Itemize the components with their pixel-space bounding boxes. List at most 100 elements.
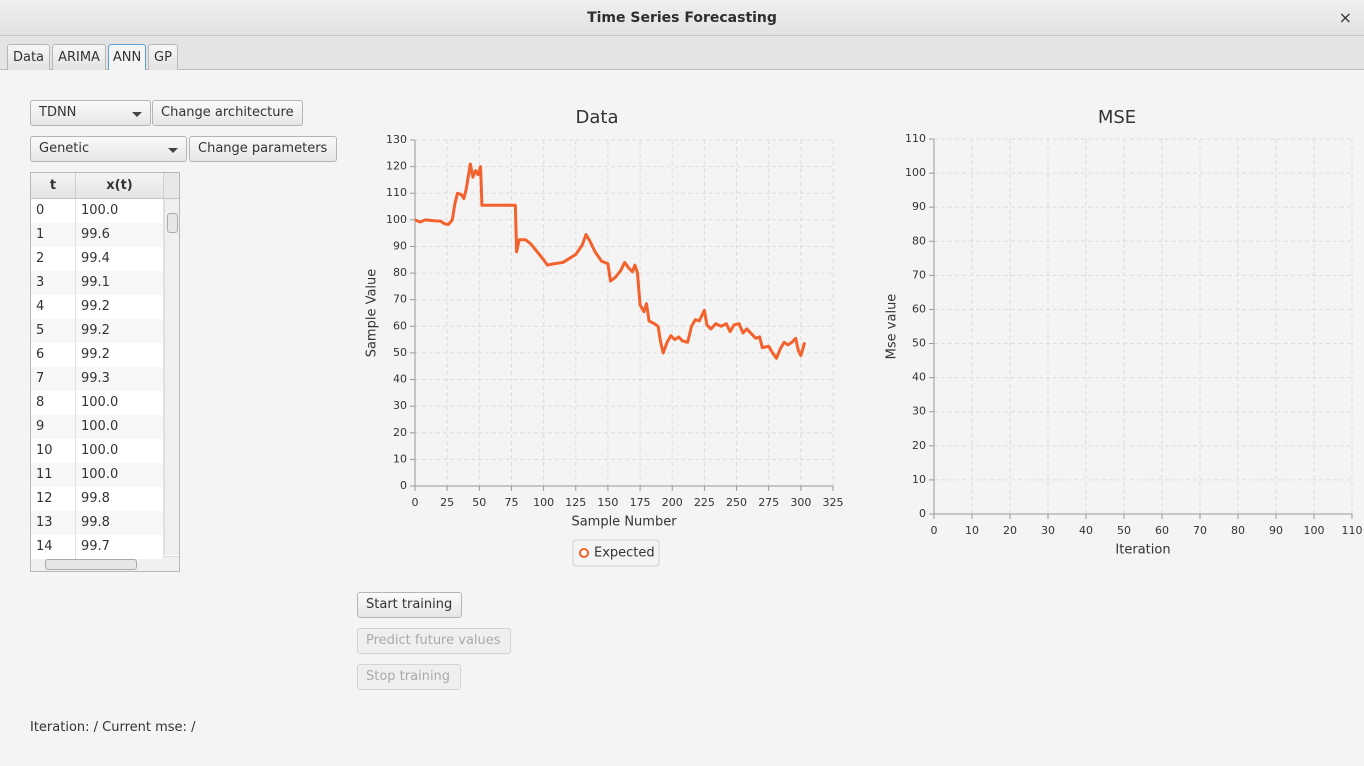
legend-label: Expected: [594, 546, 655, 561]
x-axis-label: Sample Number: [571, 515, 677, 530]
y-tick-label: 130: [386, 133, 407, 146]
table-row[interactable]: 5 99.2: [31, 319, 164, 343]
tab[interactable]: ANN: [108, 44, 146, 70]
x-tick-label: 175: [630, 496, 651, 509]
y-tick-label: 90: [393, 239, 407, 252]
x-tick-label: 50: [472, 496, 486, 509]
table-row[interactable]: 11 100.0: [31, 463, 164, 487]
table-cell: 100.0: [76, 391, 164, 415]
table-cell: 12: [31, 487, 76, 511]
x-tick-label: 0: [931, 524, 938, 537]
data-table: t x(t) 0 100.0 1 99.6 2 99.4 3 99.1 4 99.2 5 99.2 6 9…: [30, 172, 180, 572]
x-tick-label: 90: [1269, 524, 1283, 537]
y-tick-label: 30: [912, 405, 926, 418]
scroll-thumb[interactable]: [167, 213, 178, 233]
table-cell: 9: [31, 415, 76, 439]
change-architecture-button[interactable]: Change architecture: [152, 100, 303, 126]
x-tick-label: 250: [726, 496, 747, 509]
table-row[interactable]: 1 99.6: [31, 223, 164, 247]
y-tick-label: 100: [905, 166, 926, 179]
table-row[interactable]: 7 99.3: [31, 367, 164, 391]
x-tick-label: 150: [597, 496, 618, 509]
table-row[interactable]: 6 99.2: [31, 343, 164, 367]
x-tick-label: 225: [694, 496, 715, 509]
x-tick-label: 70: [1193, 524, 1207, 537]
y-tick-label: 40: [393, 373, 407, 386]
tab[interactable]: GP: [148, 44, 178, 70]
table-cell: 8: [31, 391, 76, 415]
y-tick-label: 20: [393, 426, 407, 439]
table-cell: 5: [31, 319, 76, 343]
table-cell: 10: [31, 439, 76, 463]
table-cell: 99.2: [76, 319, 164, 343]
x-tick-label: 100: [1304, 524, 1325, 537]
y-tick-label: 70: [912, 268, 926, 281]
scroll-thumb[interactable]: [45, 559, 137, 570]
tab-bar: Data ARIMA ANN GP: [0, 36, 1364, 70]
y-tick-label: 110: [905, 132, 926, 145]
table-row[interactable]: 14 99.7: [31, 535, 164, 559]
predict-button[interactable]: Predict future values: [357, 628, 511, 654]
y-tick-label: 0: [919, 507, 926, 520]
y-tick-label: 60: [393, 319, 407, 332]
table-row[interactable]: 12 99.8: [31, 487, 164, 511]
y-tick-label: 80: [912, 234, 926, 247]
y-tick-label: 10: [393, 452, 407, 465]
chart-title: MSE: [1098, 107, 1136, 128]
y-axis-label: Mse value: [885, 294, 900, 360]
table-row[interactable]: 4 99.2: [31, 295, 164, 319]
table-cell: 99.4: [76, 247, 164, 271]
y-tick-label: 110: [386, 186, 407, 199]
architecture-combo[interactable]: TDNN: [30, 100, 151, 126]
column-header[interactable]: t: [31, 173, 76, 199]
stop-training-button[interactable]: Stop training: [357, 664, 461, 690]
header-corner: [164, 173, 179, 199]
x-axis-label: Iteration: [1115, 543, 1170, 558]
table-cell: 2: [31, 247, 76, 271]
x-tick-label: 75: [504, 496, 518, 509]
x-tick-label: 80: [1231, 524, 1245, 537]
x-tick-label: 10: [965, 524, 979, 537]
table-row[interactable]: 0 100.0: [31, 199, 164, 223]
table-row[interactable]: 3 99.1: [31, 271, 164, 295]
table-cell: 99.1: [76, 271, 164, 295]
y-tick-label: 80: [393, 266, 407, 279]
table-cell: 100.0: [76, 199, 164, 223]
tab[interactable]: ARIMA: [52, 44, 106, 70]
algorithm-combo[interactable]: Genetic: [30, 136, 187, 162]
table-cell: 1: [31, 223, 76, 247]
vertical-scrollbar[interactable]: [164, 199, 179, 555]
table-cell: 99.2: [76, 343, 164, 367]
y-tick-label: 90: [912, 200, 926, 213]
table-cell: 0: [31, 199, 76, 223]
table-row[interactable]: 8 100.0: [31, 391, 164, 415]
data-line: [414, 162, 807, 360]
window-title: Time Series Forecasting: [587, 10, 777, 26]
column-header[interactable]: x(t): [76, 173, 164, 199]
y-tick-label: 60: [912, 302, 926, 315]
legend-marker: [579, 548, 589, 558]
y-tick-label: 100: [386, 213, 407, 226]
y-tick-label: 50: [393, 346, 407, 359]
y-tick-label: 120: [386, 160, 407, 173]
change-parameters-button[interactable]: Change parameters: [189, 136, 337, 162]
table-row[interactable]: 9 100.0: [31, 415, 164, 439]
close-button[interactable]: ×: [1338, 8, 1352, 27]
status-text: Iteration: / Current mse: /: [30, 720, 196, 735]
x-tick-label: 20: [1003, 524, 1017, 537]
tab[interactable]: Data: [7, 44, 50, 70]
table-cell: 99.8: [76, 487, 164, 511]
x-tick-label: 300: [790, 496, 811, 509]
start-training-button[interactable]: Start training: [357, 592, 462, 618]
table-cell: 11: [31, 463, 76, 487]
table-row[interactable]: 2 99.4: [31, 247, 164, 271]
table-cell: 6: [31, 343, 76, 367]
table-cell: 99.8: [76, 511, 164, 535]
table-cell: 99.3: [76, 367, 164, 391]
title-bar: Time Series Forecasting: [0, 0, 1364, 36]
table-cell: 100.0: [76, 439, 164, 463]
table-cell: 99.2: [76, 295, 164, 319]
table-row[interactable]: 10 100.0: [31, 439, 164, 463]
table-row[interactable]: 13 99.8: [31, 511, 164, 535]
